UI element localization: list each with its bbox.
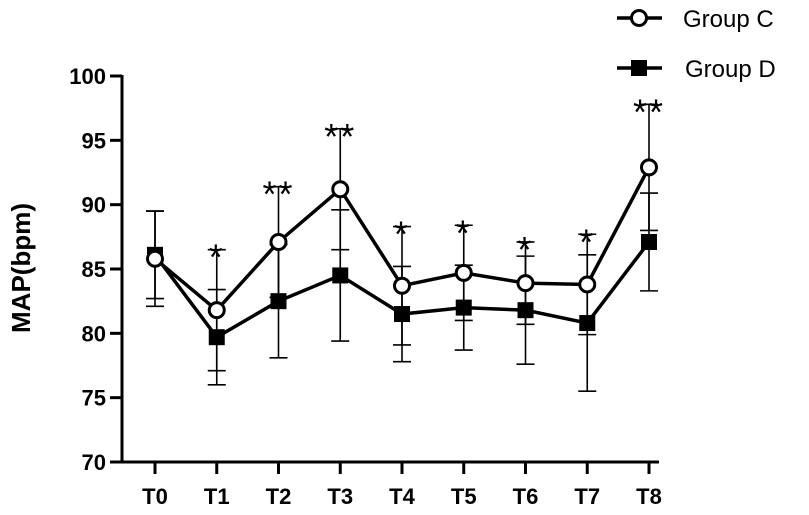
significance-marker: ** xyxy=(324,116,356,157)
y-tick-label-80: 80 xyxy=(82,321,106,346)
x-tick-label-T6: T6 xyxy=(513,484,539,509)
x-tick-label-T4: T4 xyxy=(389,484,415,509)
data-point-circle xyxy=(146,249,164,268)
y-tick-label-90: 90 xyxy=(82,193,106,218)
y-tick-label-100: 100 xyxy=(69,64,106,89)
significance-marker: * xyxy=(579,221,595,262)
legend-label: Group D xyxy=(685,56,776,83)
significance-marker: ** xyxy=(262,174,294,215)
data-point-square xyxy=(641,233,657,250)
y-axis-label: MAP(bpm) xyxy=(6,203,36,333)
data-point-circle xyxy=(516,274,535,293)
significance-marker: * xyxy=(517,229,533,270)
data-point-circle xyxy=(454,263,473,282)
x-tick-label-T5: T5 xyxy=(451,484,477,509)
y-tick-label-85: 85 xyxy=(82,257,106,282)
x-tick-label-T0: T0 xyxy=(142,484,168,509)
significance-marker: * xyxy=(209,237,225,278)
legend-item-group-c: Group C xyxy=(617,6,774,33)
y-tick-label-75: 75 xyxy=(82,386,106,411)
x-tick-label-T2: T2 xyxy=(266,484,292,509)
significance-annotations: ****** * * *** xyxy=(209,91,665,278)
data-point-circle xyxy=(207,301,226,320)
x-tick-label-T8: T8 xyxy=(636,484,662,509)
data-point-circle xyxy=(640,158,658,177)
data-point-circle xyxy=(331,180,350,199)
legend-marker-circle xyxy=(630,9,648,27)
significance-marker: ** xyxy=(633,91,665,132)
y-ticks: 70 75 80 85 90 95 100 xyxy=(69,64,122,475)
data-point-square xyxy=(332,267,349,284)
series-group-c xyxy=(146,103,658,372)
data-point-circle xyxy=(269,232,288,251)
y-tick-label-95: 95 xyxy=(82,128,106,153)
legend: Group C Group D xyxy=(617,6,776,83)
legend-label: Group C xyxy=(683,6,774,33)
x-tick-label-T7: T7 xyxy=(574,484,600,509)
x-tick-label-T3: T3 xyxy=(327,484,353,509)
x-ticks: T0 T1 T2 T3 T4 T5 T6 T7 T8 xyxy=(142,462,662,509)
data-point-circle xyxy=(578,275,597,294)
significance-marker: * xyxy=(394,214,410,255)
data-point-circle xyxy=(393,276,411,295)
legend-item-group-d: Group D xyxy=(617,56,776,83)
significance-marker: * xyxy=(456,212,472,253)
y-tick-label-70: 70 xyxy=(82,450,106,475)
plot-area xyxy=(146,103,658,393)
x-tick-label-T1: T1 xyxy=(204,484,230,509)
legend-marker-square xyxy=(631,60,647,76)
